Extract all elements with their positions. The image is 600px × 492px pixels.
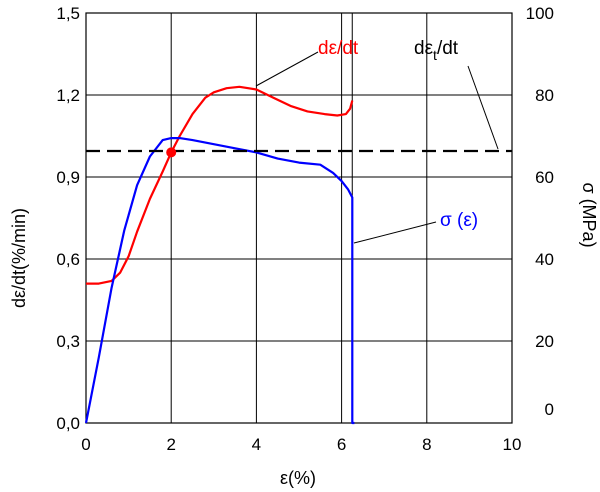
plot-frame bbox=[85, 12, 513, 424]
left-y-tick-label: 0,9 bbox=[56, 168, 80, 187]
threshold-annotation: dεt/dt bbox=[414, 38, 459, 63]
left-y-tick-label: 0,3 bbox=[56, 332, 80, 351]
x-tick-label: 2 bbox=[166, 435, 175, 454]
x-tick-label: 6 bbox=[337, 435, 346, 454]
tick-labels: 0 2 4 6 8 10 0,0 0,3 0,6 0,9 1,2 1,5 0 20 40 60 80 100 bbox=[56, 4, 554, 454]
right-y-tick-label: 40 bbox=[535, 250, 554, 269]
threshold-annotation-main: dε bbox=[414, 38, 434, 59]
left-y-tick-label: 0,0 bbox=[56, 414, 80, 433]
x-tick-label: 10 bbox=[503, 435, 522, 454]
right-y-axis-label: σ (MPa) bbox=[579, 182, 599, 247]
strain-rate-annotation: dε/dt bbox=[318, 38, 359, 59]
x-axis-label: ε(%) bbox=[280, 468, 316, 488]
intersection-marker bbox=[166, 147, 177, 158]
strain-rate-leader-line bbox=[255, 51, 319, 87]
stress-leader-line bbox=[353, 221, 437, 244]
strain-rate-series bbox=[86, 85, 354, 285]
left-y-tick-label: 1,5 bbox=[56, 4, 80, 23]
threshold-annotation-sub: t bbox=[433, 47, 437, 63]
right-y-tick-label: 60 bbox=[535, 168, 554, 187]
stress-series bbox=[84, 137, 355, 425]
x-tick-label: 0 bbox=[81, 435, 90, 454]
x-tick-label: 4 bbox=[252, 435, 261, 454]
stress-annotation: σ (ε) bbox=[440, 210, 478, 231]
left-y-tick-label: 1,2 bbox=[56, 86, 80, 105]
data-series bbox=[84, 85, 512, 425]
threshold-annotation-tail: /dt bbox=[437, 38, 459, 59]
left-y-axis-label: dε/dt(%/min) bbox=[9, 208, 29, 308]
right-y-tick-label: 0 bbox=[545, 400, 554, 419]
right-y-tick-label: 80 bbox=[535, 86, 554, 105]
x-tick-label: 8 bbox=[422, 435, 431, 454]
left-y-tick-label: 0,6 bbox=[56, 250, 80, 269]
right-y-tick-label: 20 bbox=[535, 332, 554, 351]
threshold-leader-line bbox=[467, 65, 499, 150]
annotations: dε/dt dεt/dt σ (ε) bbox=[255, 38, 499, 244]
right-y-tick-label: 100 bbox=[526, 4, 554, 23]
